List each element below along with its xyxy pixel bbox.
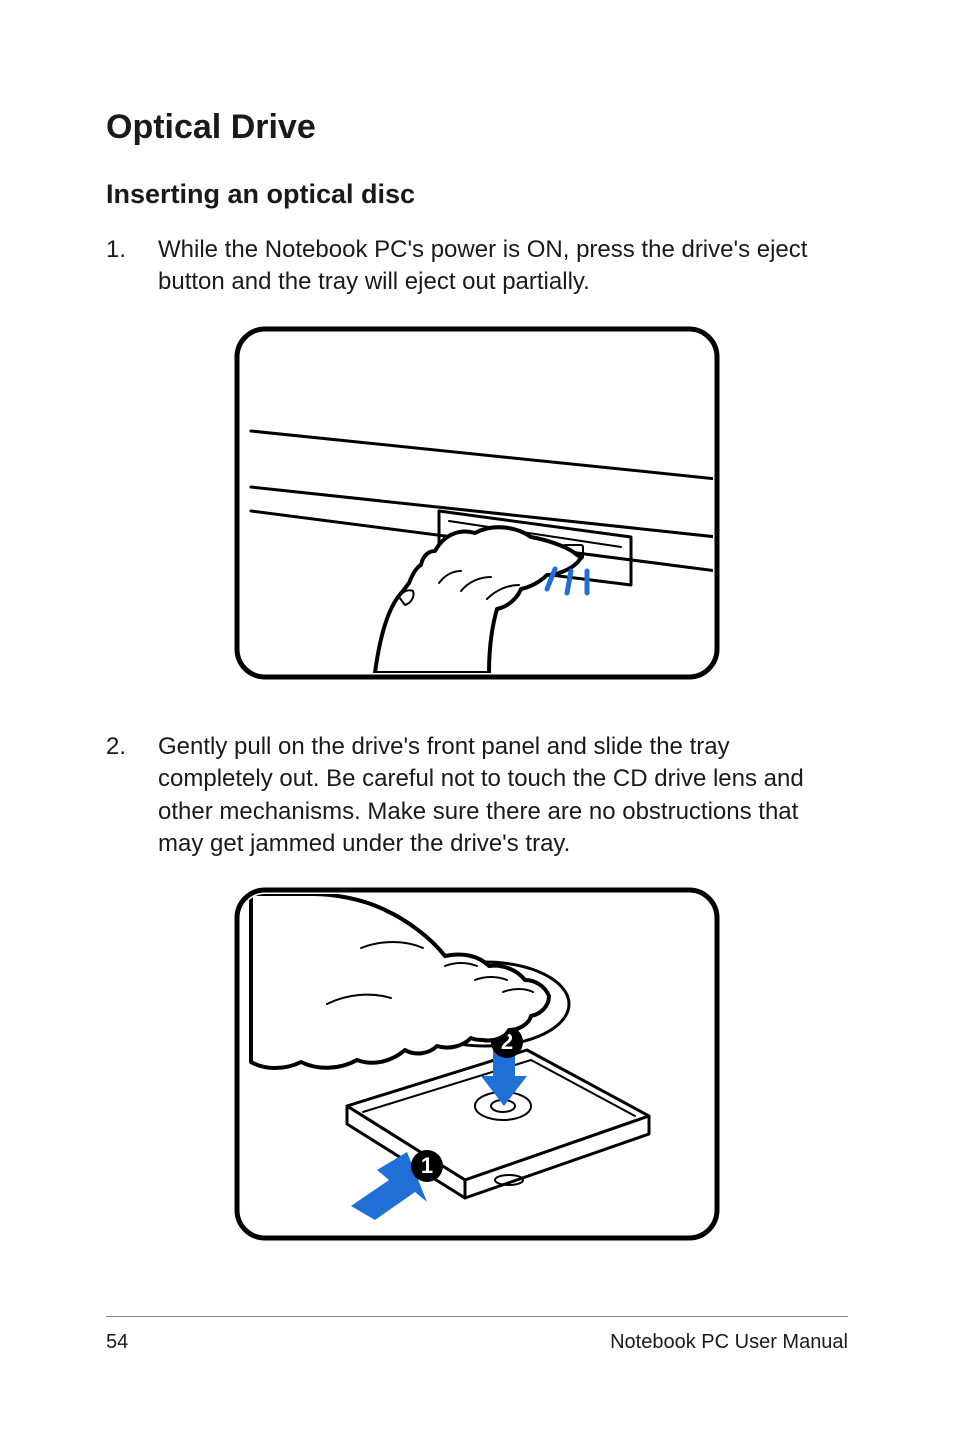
step-item: 1. While the Notebook PC's power is ON, … <box>106 234 848 299</box>
page-footer: 54 Notebook PC User Manual <box>0 1316 954 1354</box>
footer-rule <box>106 1316 848 1317</box>
document-page: Optical Drive Inserting an optical disc … <box>0 0 954 1438</box>
callout-badge-1: 1 <box>411 1150 443 1182</box>
step-number: 1. <box>106 234 158 299</box>
page-title: Optical Drive <box>106 108 848 147</box>
step-item: 2. Gently pull on the drive's front pane… <box>106 731 848 861</box>
page-number: 54 <box>106 1331 128 1354</box>
step-number: 2. <box>106 731 158 861</box>
doc-title: Notebook PC User Manual <box>610 1331 848 1354</box>
step-text: Gently pull on the drive's front panel a… <box>158 731 848 861</box>
figure-pull-tray: 1 2 <box>231 884 723 1244</box>
callout-label: 1 <box>421 1153 433 1178</box>
step-text: While the Notebook PC's power is ON, pre… <box>158 234 848 299</box>
figure-press-eject <box>231 323 723 683</box>
section-subtitle: Inserting an optical disc <box>106 179 848 210</box>
